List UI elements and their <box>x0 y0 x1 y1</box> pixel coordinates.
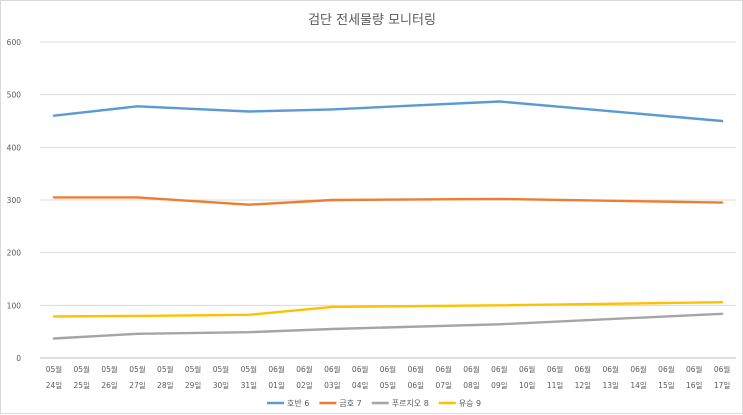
x-tick-label-day: 26일 <box>101 381 118 390</box>
x-tick-label-day: 24일 <box>46 381 63 390</box>
x-tick-label-month: 06월 <box>352 364 369 374</box>
x-tick-label-month: 05월 <box>157 364 174 374</box>
x-tick-label-day: 28일 <box>157 381 174 390</box>
x-tick-label-day: 09일 <box>491 381 508 390</box>
y-tick-label: 400 <box>7 143 22 152</box>
x-tick-label-day: 27일 <box>129 381 146 390</box>
x-tick-label-day: 11일 <box>547 381 564 390</box>
x-axis-ticks: 05월 24일 05월 25일 05월 26일 05월 27일 05월 28일 05월 29일 05월 3… <box>46 364 731 390</box>
x-tick-label-month: 05월 <box>185 364 202 374</box>
y-tick-label: 0 <box>16 354 21 363</box>
x-tick-label-day: 13일 <box>602 381 619 390</box>
chart-title: 검단 전세물량 모니터링 <box>308 13 436 28</box>
x-tick-label-day: 07일 <box>435 381 452 390</box>
legend-label: 금호 7 <box>339 399 361 408</box>
x-tick-label-month: 06월 <box>408 364 425 374</box>
x-tick-label-month: 06월 <box>630 364 647 374</box>
x-tick-label-day: 03일 <box>324 381 341 390</box>
x-tick-label-day: 30일 <box>213 381 230 390</box>
x-tick-label-day: 25일 <box>74 381 91 390</box>
x-tick-label-month: 06월 <box>296 364 313 374</box>
x-tick-label-month: 05월 <box>46 364 63 374</box>
legend-label: 호반 6 <box>287 399 309 408</box>
x-tick-label-day: 16일 <box>686 381 703 390</box>
legend-item: 푸르지오 8 <box>371 399 429 408</box>
x-tick-label-month: 06월 <box>324 364 341 374</box>
series-line-3 <box>52 312 724 340</box>
x-tick-label-month: 06월 <box>491 364 508 374</box>
x-tick-label-month: 06월 <box>686 364 703 374</box>
x-tick-label-month: 06월 <box>519 364 536 374</box>
x-tick-label-day: 29일 <box>185 381 202 390</box>
x-tick-label-month: 05월 <box>129 364 146 374</box>
x-tick-label-day: 04일 <box>352 381 369 390</box>
x-tick-label-day: 15일 <box>658 381 675 390</box>
legend-item: 금호 7 <box>319 399 362 408</box>
x-tick-label-month: 06월 <box>658 364 675 374</box>
y-tick-label: 100 <box>7 301 22 310</box>
series-lines <box>52 100 724 340</box>
series-line-2 <box>52 196 724 206</box>
x-tick-label-day: 02일 <box>296 381 313 390</box>
legend-item: 호반 6 <box>267 399 309 408</box>
x-tick-label-month: 05월 <box>241 364 258 374</box>
x-tick-label-day: 12일 <box>575 381 592 390</box>
x-tick-label-day: 05일 <box>380 381 397 390</box>
series-line-4 <box>52 301 724 318</box>
legend-item: 유승 9 <box>438 399 481 408</box>
x-tick-label-month: 06월 <box>547 364 564 374</box>
x-tick-label-day: 31일 <box>241 381 258 390</box>
x-tick-label-day: 08일 <box>463 381 480 390</box>
x-tick-label-month: 06월 <box>435 364 452 374</box>
x-tick-label-month: 05월 <box>74 364 91 374</box>
y-tick-label: 500 <box>7 91 22 100</box>
x-tick-label-day: 17일 <box>714 381 731 390</box>
x-tick-label-month: 06월 <box>575 364 592 374</box>
x-tick-label-day: 10일 <box>519 381 536 390</box>
y-tick-label: 600 <box>7 38 22 47</box>
x-tick-label-day: 06일 <box>408 381 425 390</box>
legend: 호반 6 금호 7 푸르지오 8 유승 9 <box>267 399 481 408</box>
gridlines <box>40 41 736 359</box>
legend-label: 푸르지오 8 <box>392 399 429 408</box>
x-tick-label-month: 06월 <box>268 364 285 374</box>
x-tick-label-day: 01일 <box>268 381 285 390</box>
y-axis-ticks: 0 100 200 300 400 500 600 <box>7 38 22 363</box>
y-tick-label: 200 <box>7 249 22 258</box>
series-line-1 <box>52 100 724 123</box>
x-tick-label-month: 05월 <box>213 364 230 374</box>
x-tick-label-day: 14일 <box>630 381 647 390</box>
x-tick-label-month: 06월 <box>380 364 397 374</box>
x-tick-label-month: 06월 <box>463 364 480 374</box>
x-tick-label-month: 06월 <box>602 364 619 374</box>
x-tick-label-month: 06월 <box>714 364 731 374</box>
x-tick-label-month: 05월 <box>101 364 118 374</box>
y-tick-label: 300 <box>7 196 22 205</box>
legend-label: 유승 9 <box>459 399 481 408</box>
